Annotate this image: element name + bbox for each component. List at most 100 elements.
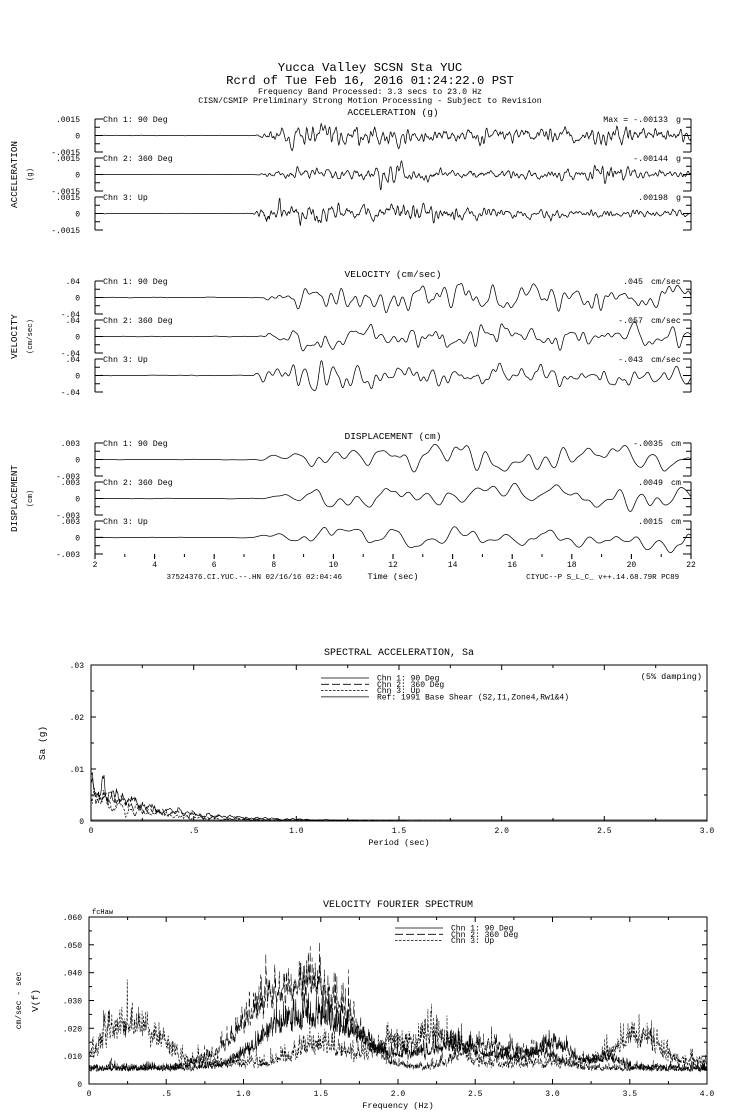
svg-text:-.0015: -.0015 bbox=[51, 227, 80, 236]
svg-text:.5: .5 bbox=[161, 1090, 171, 1099]
svg-text:.0015: .0015 bbox=[56, 194, 80, 203]
svg-text:16: 16 bbox=[507, 561, 517, 570]
svg-text:(5% damping): (5% damping) bbox=[641, 672, 702, 682]
svg-text:0: 0 bbox=[75, 373, 80, 382]
svg-text:22: 22 bbox=[686, 561, 696, 570]
svg-text:0: 0 bbox=[75, 535, 80, 544]
svg-text:.00198: .00198 bbox=[638, 194, 668, 203]
svg-text:Sa (g): Sa (g) bbox=[37, 726, 48, 760]
svg-text:VELOCITY (cm/sec): VELOCITY (cm/sec) bbox=[345, 269, 442, 280]
svg-text:fcHaw: fcHaw bbox=[92, 909, 114, 917]
svg-text:.0015: .0015 bbox=[56, 116, 80, 125]
svg-text:0: 0 bbox=[75, 334, 80, 343]
svg-text:0: 0 bbox=[75, 133, 80, 142]
svg-text:cm/sec: cm/sec bbox=[651, 316, 681, 326]
svg-text:0: 0 bbox=[77, 1081, 82, 1090]
svg-text:Chn 3: Up: Chn 3: Up bbox=[103, 355, 148, 365]
svg-text:4.0: 4.0 bbox=[700, 1090, 715, 1099]
svg-text:-.043: -.043 bbox=[618, 356, 643, 365]
svg-text:-.0035: -.0035 bbox=[633, 440, 663, 449]
svg-text:Chn 1: 90 Deg: Chn 1: 90 Deg bbox=[103, 439, 168, 449]
svg-text:.060: .060 bbox=[63, 914, 82, 923]
svg-text:8: 8 bbox=[271, 561, 276, 570]
svg-text:-.003: -.003 bbox=[56, 551, 80, 560]
svg-text:3.0: 3.0 bbox=[545, 1090, 560, 1099]
svg-text:2.5: 2.5 bbox=[597, 827, 612, 836]
svg-text:CISN/CSMIP Preliminary Strong: CISN/CSMIP Preliminary Strong Motion Pro… bbox=[198, 96, 542, 106]
svg-text:V(f): V(f) bbox=[30, 989, 41, 1012]
svg-text:3.0: 3.0 bbox=[700, 827, 715, 836]
svg-text:Frequency Band Processed: 3.3: Frequency Band Processed: 3.3 secs to 23… bbox=[258, 87, 482, 97]
svg-text:Chn 2: 360 Deg: Chn 2: 360 Deg bbox=[103, 154, 173, 164]
svg-text:0: 0 bbox=[75, 496, 80, 505]
svg-text:cm/sec - sec: cm/sec - sec bbox=[15, 971, 24, 1029]
svg-text:0: 0 bbox=[89, 827, 94, 836]
svg-text:1.0: 1.0 bbox=[289, 827, 304, 836]
svg-text:DISPLACEMENT (cm): DISPLACEMENT (cm) bbox=[345, 431, 442, 442]
svg-text:ACCELERATION: ACCELERATION bbox=[9, 141, 20, 208]
svg-text:ACCELERATION (g): ACCELERATION (g) bbox=[347, 107, 438, 118]
svg-text:VELOCITY FOURIER SPECTRUM: VELOCITY FOURIER SPECTRUM bbox=[323, 900, 473, 911]
svg-text:1.5: 1.5 bbox=[392, 827, 407, 836]
svg-text:Chn 3: Up: Chn 3: Up bbox=[451, 937, 494, 946]
svg-text:.020: .020 bbox=[63, 1025, 82, 1034]
svg-text:.5: .5 bbox=[189, 827, 199, 836]
svg-text:SPECTRAL ACCELERATION, Sa: SPECTRAL ACCELERATION, Sa bbox=[324, 648, 474, 659]
svg-text:Frequency (Hz): Frequency (Hz) bbox=[362, 1101, 433, 1111]
svg-text:cm: cm bbox=[671, 440, 681, 449]
svg-text:.04: .04 bbox=[66, 356, 81, 365]
svg-text:0: 0 bbox=[79, 818, 84, 827]
svg-text:.02: .02 bbox=[70, 714, 85, 723]
svg-text:0: 0 bbox=[75, 457, 80, 466]
svg-text:.040: .040 bbox=[63, 970, 82, 979]
svg-text:2.5: 2.5 bbox=[468, 1090, 483, 1099]
svg-text:.003: .003 bbox=[61, 518, 80, 527]
svg-text:37524376.CI.YUC.--.HN 02/16/16: 37524376.CI.YUC.--.HN 02/16/16 02:04:46 bbox=[167, 574, 343, 582]
svg-text:0: 0 bbox=[75, 295, 80, 304]
svg-text:10: 10 bbox=[329, 561, 339, 570]
svg-text:Time (sec): Time (sec) bbox=[367, 572, 418, 582]
svg-text:(g): (g) bbox=[27, 168, 35, 181]
svg-text:-.00144: -.00144 bbox=[633, 155, 668, 164]
svg-text:.0049: .0049 bbox=[638, 479, 663, 488]
svg-text:cm: cm bbox=[671, 479, 681, 488]
svg-text:.03: .03 bbox=[70, 662, 85, 671]
svg-text:.010: .010 bbox=[63, 1053, 82, 1062]
svg-text:g: g bbox=[676, 155, 681, 164]
svg-text:Chn 1: 90 Deg: Chn 1: 90 Deg bbox=[103, 277, 168, 287]
svg-text:g: g bbox=[676, 194, 681, 203]
svg-text:Rcrd of Tue Feb 16, 2016 01:24: Rcrd of Tue Feb 16, 2016 01:24:22.0 PST bbox=[226, 74, 514, 88]
svg-text:.04: .04 bbox=[66, 278, 81, 287]
svg-text:.003: .003 bbox=[61, 440, 80, 449]
svg-text:2: 2 bbox=[93, 561, 98, 570]
svg-text:.050: .050 bbox=[63, 942, 82, 951]
svg-text:Chn 3: Up: Chn 3: Up bbox=[103, 517, 148, 527]
svg-text:Max = -.00133: Max = -.00133 bbox=[603, 116, 668, 125]
svg-text:.0015: .0015 bbox=[638, 518, 663, 527]
svg-text:g: g bbox=[676, 116, 681, 125]
svg-text:-.04: -.04 bbox=[61, 389, 80, 398]
svg-text:0: 0 bbox=[75, 172, 80, 181]
svg-text:0: 0 bbox=[75, 211, 80, 220]
svg-text:14: 14 bbox=[448, 561, 458, 570]
svg-text:Chn 1: 90 Deg: Chn 1: 90 Deg bbox=[103, 115, 168, 125]
svg-text:Chn 2: 360 Deg: Chn 2: 360 Deg bbox=[103, 316, 173, 326]
svg-text:CIYUC--P S_L_C_ v++.14.68.79: CIYUC--P S_L_C_ v++.14.68.79R PC89 bbox=[526, 574, 679, 582]
svg-text:(cm): (cm) bbox=[27, 490, 35, 508]
svg-text:3.5: 3.5 bbox=[623, 1090, 638, 1099]
svg-text:DISPLACEMENT: DISPLACEMENT bbox=[9, 465, 20, 532]
svg-text:18: 18 bbox=[567, 561, 577, 570]
svg-text:1.5: 1.5 bbox=[314, 1090, 329, 1099]
svg-text:.030: .030 bbox=[63, 998, 82, 1007]
svg-text:20: 20 bbox=[627, 561, 637, 570]
svg-text:4: 4 bbox=[152, 561, 157, 570]
svg-text:1.0: 1.0 bbox=[236, 1090, 251, 1099]
svg-text:2.0: 2.0 bbox=[494, 827, 509, 836]
svg-text:VELOCITY: VELOCITY bbox=[9, 314, 20, 359]
svg-text:.003: .003 bbox=[61, 479, 80, 488]
svg-text:.01: .01 bbox=[70, 766, 85, 775]
svg-text:Chn 2: 360 Deg: Chn 2: 360 Deg bbox=[103, 478, 173, 488]
svg-text:.0015: .0015 bbox=[56, 155, 80, 164]
svg-text:0: 0 bbox=[87, 1090, 92, 1099]
svg-text:.045: .045 bbox=[623, 278, 643, 287]
